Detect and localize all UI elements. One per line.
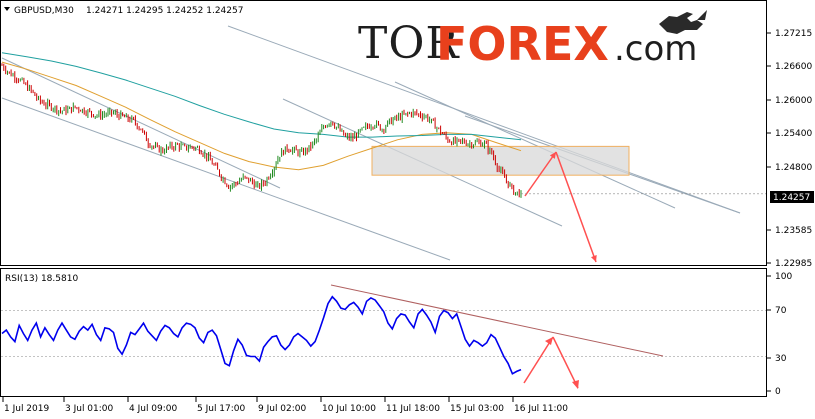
svg-text:100: 100 bbox=[775, 272, 792, 282]
rsi-tick: 70 bbox=[766, 306, 787, 316]
rsi-tick: 30 bbox=[766, 354, 787, 364]
svg-text:1.27215: 1.27215 bbox=[775, 29, 812, 39]
price-tick: 1.23585 bbox=[766, 226, 812, 236]
watermark-tor: TOR bbox=[358, 18, 460, 69]
svg-text:1.24800: 1.24800 bbox=[775, 163, 812, 173]
price-plot bbox=[1, 25, 766, 263]
svg-text:16 Jul 11:00: 16 Jul 11:00 bbox=[514, 404, 568, 414]
watermark-forex: FOREX bbox=[436, 17, 609, 71]
svg-text:70: 70 bbox=[775, 306, 787, 316]
rsi-tick: 100 bbox=[766, 272, 792, 282]
ma-fast-line bbox=[1, 61, 522, 171]
time-tick: 16 Jul 11:00 bbox=[512, 397, 568, 414]
svg-text:1.25400: 1.25400 bbox=[775, 129, 812, 139]
time-axis[interactable]: 1 Jul 2019 3 Jul 01:00 4 Jul 09:00 5 Jul… bbox=[2, 397, 568, 414]
rsi-plot bbox=[1, 284, 766, 389]
channel-line bbox=[227, 25, 741, 214]
ohlc-values: 1.24271 1.24295 1.24252 1.24257 bbox=[86, 6, 243, 16]
time-tick: 10 Jul 10:00 bbox=[320, 397, 376, 414]
rsi-label: RSI(13) 18.5810 bbox=[5, 274, 78, 284]
svg-text:9 Jul 02:00: 9 Jul 02:00 bbox=[258, 404, 307, 414]
ma-slow-line bbox=[1, 52, 522, 141]
price-tick: 1.25400 bbox=[766, 129, 812, 139]
rsi-line bbox=[1, 295, 522, 375]
price-tick: 1.26000 bbox=[766, 96, 812, 106]
rsi-tick: 0 bbox=[766, 387, 781, 397]
channel-line bbox=[394, 81, 676, 209]
svg-text:15 Jul 03:00: 15 Jul 03:00 bbox=[450, 404, 504, 414]
time-tick: 5 Jul 17:00 bbox=[195, 397, 246, 414]
channel-line bbox=[1, 97, 451, 261]
svg-text:1 Jul 2019: 1 Jul 2019 bbox=[4, 404, 49, 414]
forecast-arrow-up-head bbox=[549, 152, 556, 159]
svg-text:1.22985: 1.22985 bbox=[775, 259, 812, 269]
svg-text:11 Jul 18:00: 11 Jul 18:00 bbox=[386, 404, 440, 414]
current-price-label: 1.24257 bbox=[770, 191, 814, 203]
rsi-axis[interactable]: 100 70 30 0 bbox=[766, 272, 792, 397]
chart-header: GBPUSD,M30 1.24271 1.24295 1.24252 1.242… bbox=[4, 6, 243, 16]
price-tick: 1.27215 bbox=[766, 29, 812, 39]
price-tick: 1.24800 bbox=[766, 163, 812, 173]
svg-text:5 Jul 17:00: 5 Jul 17:00 bbox=[197, 404, 246, 414]
forecast-arrow-down bbox=[555, 151, 597, 263]
rsi-arrow-up bbox=[523, 336, 554, 384]
svg-text:0: 0 bbox=[775, 387, 781, 397]
svg-text:30: 30 bbox=[775, 354, 787, 364]
symbol-timeframe: GBPUSD,M30 bbox=[14, 6, 74, 16]
price-tick: 1.26600 bbox=[766, 62, 812, 72]
rsi-arrow-down bbox=[552, 336, 579, 389]
time-tick: 11 Jul 18:00 bbox=[384, 397, 440, 414]
svg-text:10 Jul 10:00: 10 Jul 10:00 bbox=[322, 404, 376, 414]
time-tick: 1 Jul 2019 bbox=[2, 397, 49, 414]
svg-text:3 Jul 01:00: 3 Jul 01:00 bbox=[65, 404, 114, 414]
rsi-arrow-up-head bbox=[545, 337, 553, 345]
time-tick: 4 Jul 09:00 bbox=[127, 397, 178, 414]
forecast-arrow-down-head bbox=[590, 255, 597, 262]
watermark: TOR FOREX .com bbox=[358, 10, 707, 71]
time-tick: 15 Jul 03:00 bbox=[448, 397, 504, 414]
time-tick: 9 Jul 02:00 bbox=[256, 397, 307, 414]
rsi-panel[interactable] bbox=[0, 268, 767, 397]
svg-text:1.24257: 1.24257 bbox=[773, 193, 810, 203]
forecast-arrow-up bbox=[524, 151, 557, 197]
price-axis[interactable]: 1.27215 1.26600 1.26000 1.25400 1.24800 … bbox=[766, 29, 814, 269]
svg-text:1.23585: 1.23585 bbox=[775, 226, 812, 236]
rsi-arrow-down-head bbox=[572, 380, 579, 389]
collapse-triangle-icon[interactable] bbox=[4, 7, 10, 11]
bull-logo-icon bbox=[659, 10, 707, 34]
svg-text:4 Jul 09:00: 4 Jul 09:00 bbox=[129, 404, 178, 414]
watermark-dotcom: .com bbox=[614, 29, 697, 69]
time-tick: 3 Jul 01:00 bbox=[63, 397, 114, 414]
svg-text:1.26600: 1.26600 bbox=[775, 62, 812, 72]
svg-text:1.26000: 1.26000 bbox=[775, 96, 812, 106]
channel-line bbox=[1, 57, 281, 189]
price-tick: 1.22985 bbox=[766, 259, 812, 269]
rsi-trend-line bbox=[330, 284, 664, 357]
